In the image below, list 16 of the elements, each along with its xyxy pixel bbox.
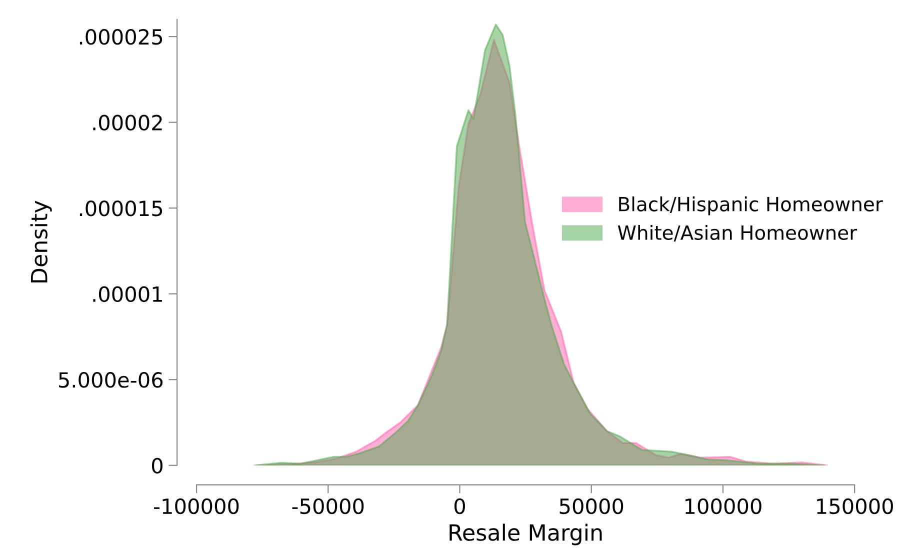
x-tick-label: 150000 bbox=[817, 498, 893, 514]
y-axis-title: Density bbox=[30, 200, 52, 282]
x-tick-label: 50000 bbox=[560, 498, 624, 514]
y-tick-label: .00001 bbox=[93, 286, 162, 302]
y-tick-label: .000015 bbox=[80, 200, 162, 216]
legend-label: Black/Hispanic Homeowner bbox=[619, 196, 883, 216]
x-tick-label: -50000 bbox=[292, 498, 364, 514]
y-tick-label: 0 bbox=[152, 458, 162, 474]
y-tick-label: .000025 bbox=[80, 28, 162, 45]
x-tick-label: 100000 bbox=[685, 498, 762, 514]
x-axis-title: Resale Margin bbox=[450, 524, 602, 546]
y-tick-label: .00002 bbox=[93, 114, 162, 131]
legend-label: White/Asian Homeowner bbox=[618, 224, 858, 242]
y-tick-label: 5.000e-06 bbox=[58, 372, 163, 388]
x-tick-label: 0 bbox=[454, 498, 465, 514]
x-tick-label: -100000 bbox=[154, 498, 239, 514]
